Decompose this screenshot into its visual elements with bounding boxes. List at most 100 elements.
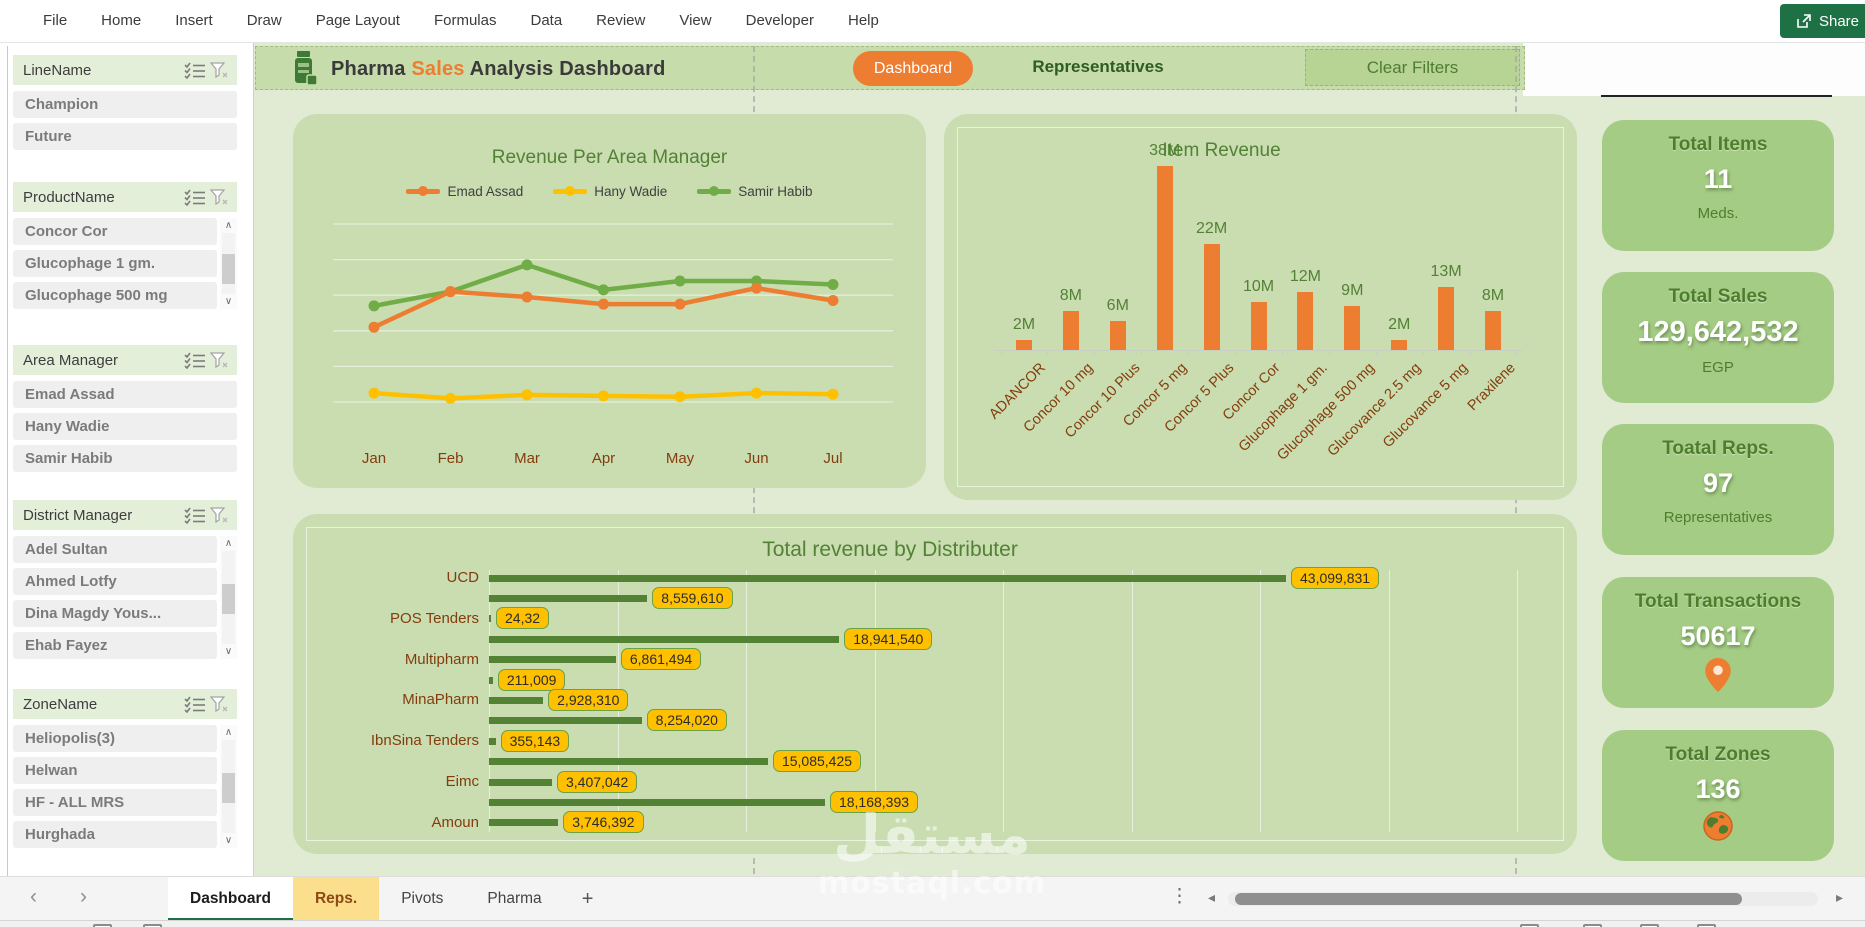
- sheet-nav-next[interactable]: ›: [80, 885, 87, 908]
- clear-filter-icon[interactable]: [207, 187, 231, 207]
- slicer-item-list: Emad Assad Hany Wadie Samir Habib: [13, 381, 237, 472]
- horizontal-scrollbar-thumb[interactable]: [1235, 893, 1742, 905]
- scrollbar-thumb[interactable]: [222, 772, 235, 803]
- gridline: [1003, 570, 1004, 832]
- page-layout-view-icon[interactable]: [1583, 924, 1602, 927]
- multi-select-icon[interactable]: [183, 187, 207, 207]
- normal-view-icon[interactable]: [1520, 924, 1539, 927]
- multi-select-icon[interactable]: [183, 694, 207, 714]
- clear-filter-icon[interactable]: [207, 505, 231, 525]
- share-button[interactable]: Share: [1779, 4, 1865, 38]
- slicer-item-champion[interactable]: Champion: [13, 91, 237, 118]
- status-icon[interactable]: [93, 924, 112, 927]
- scroll-right-icon[interactable]: ▸: [1836, 889, 1844, 905]
- menu-tab-page-layout[interactable]: Page Layout: [315, 12, 400, 29]
- sheet-tab-reps[interactable]: Reps.: [292, 877, 380, 921]
- scroll-down-icon[interactable]: ∨: [224, 646, 233, 657]
- kpi-value: 97: [1702, 468, 1734, 498]
- sheet-tabs: Dashboard Reps. Pivots Pharma +: [168, 877, 611, 921]
- slicer-item-hf-all-mrs[interactable]: HF - ALL MRS: [13, 789, 217, 816]
- slicer-area-manager: Area Manager Emad Assad Hany Wadie Samir Ha…: [13, 345, 237, 472]
- bar-amoun: [489, 819, 559, 827]
- scroll-up-icon[interactable]: ∧: [224, 727, 233, 738]
- item-revenue-card[interactable]: Item Revenue 2M ADANCOR 8M Concor 10 mg 6M Co…: [944, 114, 1577, 500]
- scrollbar-track[interactable]: [222, 551, 235, 644]
- bar-value-label: 43,099,831: [1291, 566, 1380, 589]
- slicer-item-ehab-fayez[interactable]: Ehab Fayez: [13, 632, 217, 659]
- x-axis-tick: [1235, 350, 1237, 355]
- scroll-up-icon[interactable]: ∧: [224, 538, 233, 549]
- scroll-down-icon[interactable]: ∨: [224, 835, 233, 846]
- slicer-body: Concor Cor Glucophage 1 gm. Glucophage 500…: [13, 218, 237, 309]
- bar-value-label: 18,168,393: [829, 790, 919, 813]
- clear-filter-icon[interactable]: [207, 60, 231, 80]
- scrollbar-thumb[interactable]: [222, 583, 235, 614]
- slicer-item-heliopolis-3[interactable]: Heliopolis(3): [13, 725, 217, 752]
- clear-filter-icon[interactable]: [207, 694, 231, 714]
- bar-glucophage-500-mg: [1344, 306, 1361, 350]
- slicer-item-hany-wadie[interactable]: Hany Wadie: [13, 413, 237, 440]
- kpi-card-total-sales: Total Sales 129,642,532 EGP: [1602, 272, 1834, 403]
- slicer-item-concor-cor[interactable]: Concor Cor: [13, 218, 217, 245]
- multi-select-icon[interactable]: [183, 505, 207, 525]
- bar-adancor: [1016, 340, 1032, 350]
- kpi-title: Total Transactions: [1634, 591, 1802, 612]
- multi-select-icon[interactable]: [183, 350, 207, 370]
- bar-multipharm: [489, 676, 493, 684]
- slicer-item-future[interactable]: Future: [13, 123, 237, 150]
- clear-filter-icon[interactable]: [207, 350, 231, 370]
- menu-tab-file[interactable]: File: [43, 12, 68, 29]
- sheet-tab-dashboard[interactable]: Dashboard: [168, 877, 293, 921]
- bar-ucd: [489, 594, 648, 602]
- menu-tab-developer[interactable]: Developer: [745, 12, 814, 29]
- add-sheet-button[interactable]: +: [581, 887, 594, 910]
- distributor-chart-card[interactable]: Total revenue by Distributer UCD 43,099,8…: [293, 514, 1577, 854]
- bar-concor-cor: [1250, 301, 1267, 350]
- slicer-item-dina-magdy-yous[interactable]: Dina Magdy Yous...: [13, 600, 217, 627]
- slicer-item-glucophage-500-mg[interactable]: Glucophage 500 mg: [13, 282, 217, 309]
- slicer-item-samir-habib[interactable]: Samir Habib: [13, 445, 237, 472]
- line-chart-title: Revenue Per Area Manager: [491, 147, 728, 168]
- sheet-nav-prev[interactable]: ‹: [30, 885, 37, 908]
- slicer-item-helwan[interactable]: Helwan: [13, 757, 217, 784]
- scroll-down-icon[interactable]: ∨: [224, 296, 233, 307]
- scrollbar-track[interactable]: [222, 740, 235, 833]
- menu-tab-formulas[interactable]: Formulas: [433, 12, 497, 29]
- bar-concor-10-mg: [1062, 311, 1079, 350]
- scrollbar-thumb[interactable]: [222, 254, 235, 285]
- menu-tab-data[interactable]: Data: [530, 12, 563, 29]
- slicer-item-glucophage-1-gm[interactable]: Glucophage 1 gm.: [13, 250, 217, 277]
- category-label-ucd: UCD: [446, 569, 480, 586]
- menu-tab-draw[interactable]: Draw: [246, 12, 282, 29]
- menu-tab-view[interactable]: View: [679, 12, 712, 29]
- kpi-card-total-zones: Total Zones 136: [1602, 730, 1834, 861]
- slicer-item-emad-assad[interactable]: Emad Assad: [13, 381, 237, 408]
- scroll-left-icon[interactable]: ◂: [1208, 889, 1216, 905]
- page-break-view-icon[interactable]: [1640, 924, 1659, 927]
- bar-value-label: 6,861,494: [620, 648, 702, 671]
- scrollbar-track[interactable]: [222, 233, 235, 294]
- dashboard-nav-button[interactable]: Dashboard: [853, 51, 973, 86]
- category-label-minapharm: MinaPharm: [402, 691, 479, 709]
- slicer-item-adel-sultan[interactable]: Adel Sultan: [13, 536, 217, 563]
- legend-label: Hany Wadie: [594, 184, 668, 199]
- zoom-view-icon[interactable]: [1697, 924, 1716, 927]
- sheet-tab-pivots[interactable]: Pivots: [401, 890, 444, 907]
- menu-tab-insert[interactable]: Insert: [175, 12, 213, 29]
- menu-tab-help[interactable]: Help: [847, 12, 879, 29]
- x-axis-tick: [1422, 350, 1424, 355]
- bar-value-label: 3,407,042: [557, 770, 638, 793]
- sheet-tab-pharma[interactable]: Pharma: [487, 890, 542, 907]
- status-icon[interactable]: [143, 924, 162, 927]
- slicer-item-ahmed-lotfy[interactable]: Ahmed Lotfy: [13, 568, 217, 595]
- menu-tab-review[interactable]: Review: [596, 12, 646, 29]
- line-chart-card[interactable]: Revenue Per Area Manager Emad Assad Hany …: [293, 114, 926, 488]
- slicer-item-hurghada[interactable]: Hurghada: [13, 821, 217, 848]
- scroll-up-icon[interactable]: ∧: [224, 220, 233, 231]
- more-sheets-icon[interactable]: ⋮: [1170, 886, 1189, 907]
- bar-value-label: 38M: [1149, 142, 1181, 160]
- multi-select-icon[interactable]: [183, 60, 207, 80]
- clear-filters-button[interactable]: Clear Filters: [1305, 49, 1520, 86]
- representatives-nav-label[interactable]: Representatives: [1032, 57, 1164, 76]
- menu-tab-home[interactable]: Home: [101, 12, 142, 29]
